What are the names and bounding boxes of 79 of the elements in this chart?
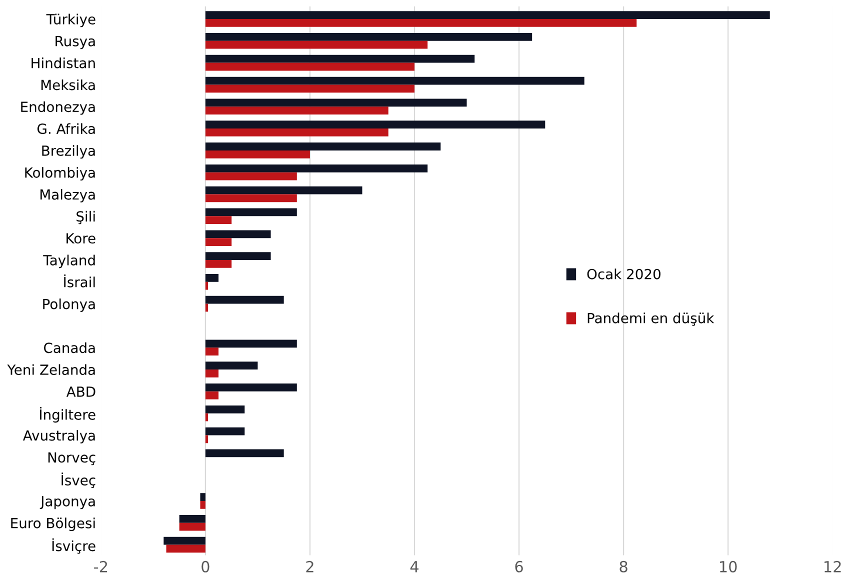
legend-label: Ocak 2020 <box>587 268 660 280</box>
bar <box>179 515 206 523</box>
bar <box>205 142 441 150</box>
y-tick-label: Euro Bölgesi <box>11 518 95 532</box>
y-tick-label: Meksika <box>41 79 95 90</box>
bar <box>205 238 232 246</box>
bar <box>205 40 428 49</box>
bar <box>205 186 362 194</box>
bar <box>205 120 546 129</box>
y-tick-label: Endonezya <box>21 101 95 115</box>
y-tick-label: Japonya <box>40 496 95 510</box>
x-tick-label: -2 <box>94 560 108 572</box>
bar <box>205 449 284 458</box>
x-tick-label: 4 <box>410 561 418 572</box>
bar <box>200 500 206 509</box>
y-tick-label: Kore <box>66 233 96 244</box>
bar <box>164 536 206 545</box>
y-tick-label: Brezilya <box>42 145 95 159</box>
bar <box>205 252 271 260</box>
y-tick-label: Hindistan <box>32 58 95 68</box>
y-tick-label: İsrail <box>64 274 95 288</box>
bar <box>205 296 284 304</box>
y-tick-label: Avustralya <box>22 430 95 444</box>
bar <box>205 405 245 414</box>
bar <box>205 413 208 422</box>
bar <box>205 98 467 107</box>
bar <box>205 76 584 85</box>
x-tick-label: 6 <box>515 560 523 572</box>
bar <box>205 18 637 27</box>
bar <box>205 128 388 136</box>
bar <box>179 522 206 531</box>
x-tick-label: 8 <box>620 560 628 572</box>
y-tick-label: Şili <box>76 210 95 224</box>
legend-label: Pandemi en düşük <box>588 312 714 326</box>
bar <box>205 435 208 444</box>
bar <box>205 164 428 172</box>
bar <box>205 208 297 216</box>
bar <box>205 274 219 282</box>
bar <box>205 427 245 436</box>
y-tick-label: ABD <box>66 386 96 397</box>
bar <box>205 84 414 93</box>
bar <box>205 391 219 400</box>
bar <box>205 172 297 180</box>
y-tick-label: Malezya <box>40 188 95 202</box>
bar <box>205 384 297 392</box>
bar <box>205 194 297 202</box>
bar <box>205 362 258 370</box>
y-tick-label: Türkiye <box>46 14 96 28</box>
bar <box>205 282 208 290</box>
bar <box>200 493 206 501</box>
y-tick-label: İsveç <box>62 472 96 488</box>
bar <box>205 106 388 115</box>
x-tick-label: 0 <box>202 560 210 572</box>
y-tick-label: Tayland <box>43 254 95 268</box>
y-tick-label: Polonya <box>43 298 95 312</box>
y-tick-label: Canada <box>44 342 95 354</box>
bar <box>205 216 232 224</box>
y-tick-label: Yeni Zelanda <box>7 364 95 376</box>
y-tick-label: Rusya <box>56 36 95 50</box>
bar <box>205 11 770 19</box>
y-tick-label: G. Afrika <box>37 123 95 134</box>
y-tick-label: İngiltere <box>40 407 96 423</box>
x-tick-label: 12 <box>824 560 841 572</box>
y-tick-label: Norveç <box>48 452 96 466</box>
x-tick-label: 2 <box>306 560 314 572</box>
bar <box>205 33 532 41</box>
y-tick-label: İsviçre <box>52 538 96 554</box>
y-tick-label: Kolombiya <box>25 167 95 181</box>
bar <box>205 348 219 356</box>
bar <box>205 304 208 312</box>
bar <box>166 544 206 553</box>
bar <box>205 260 232 268</box>
bar <box>205 230 271 238</box>
bar <box>205 370 219 378</box>
bar <box>205 340 297 348</box>
bar <box>205 62 414 71</box>
bar <box>205 150 310 158</box>
bar <box>205 54 475 63</box>
x-tick-label: 10 <box>720 560 737 572</box>
